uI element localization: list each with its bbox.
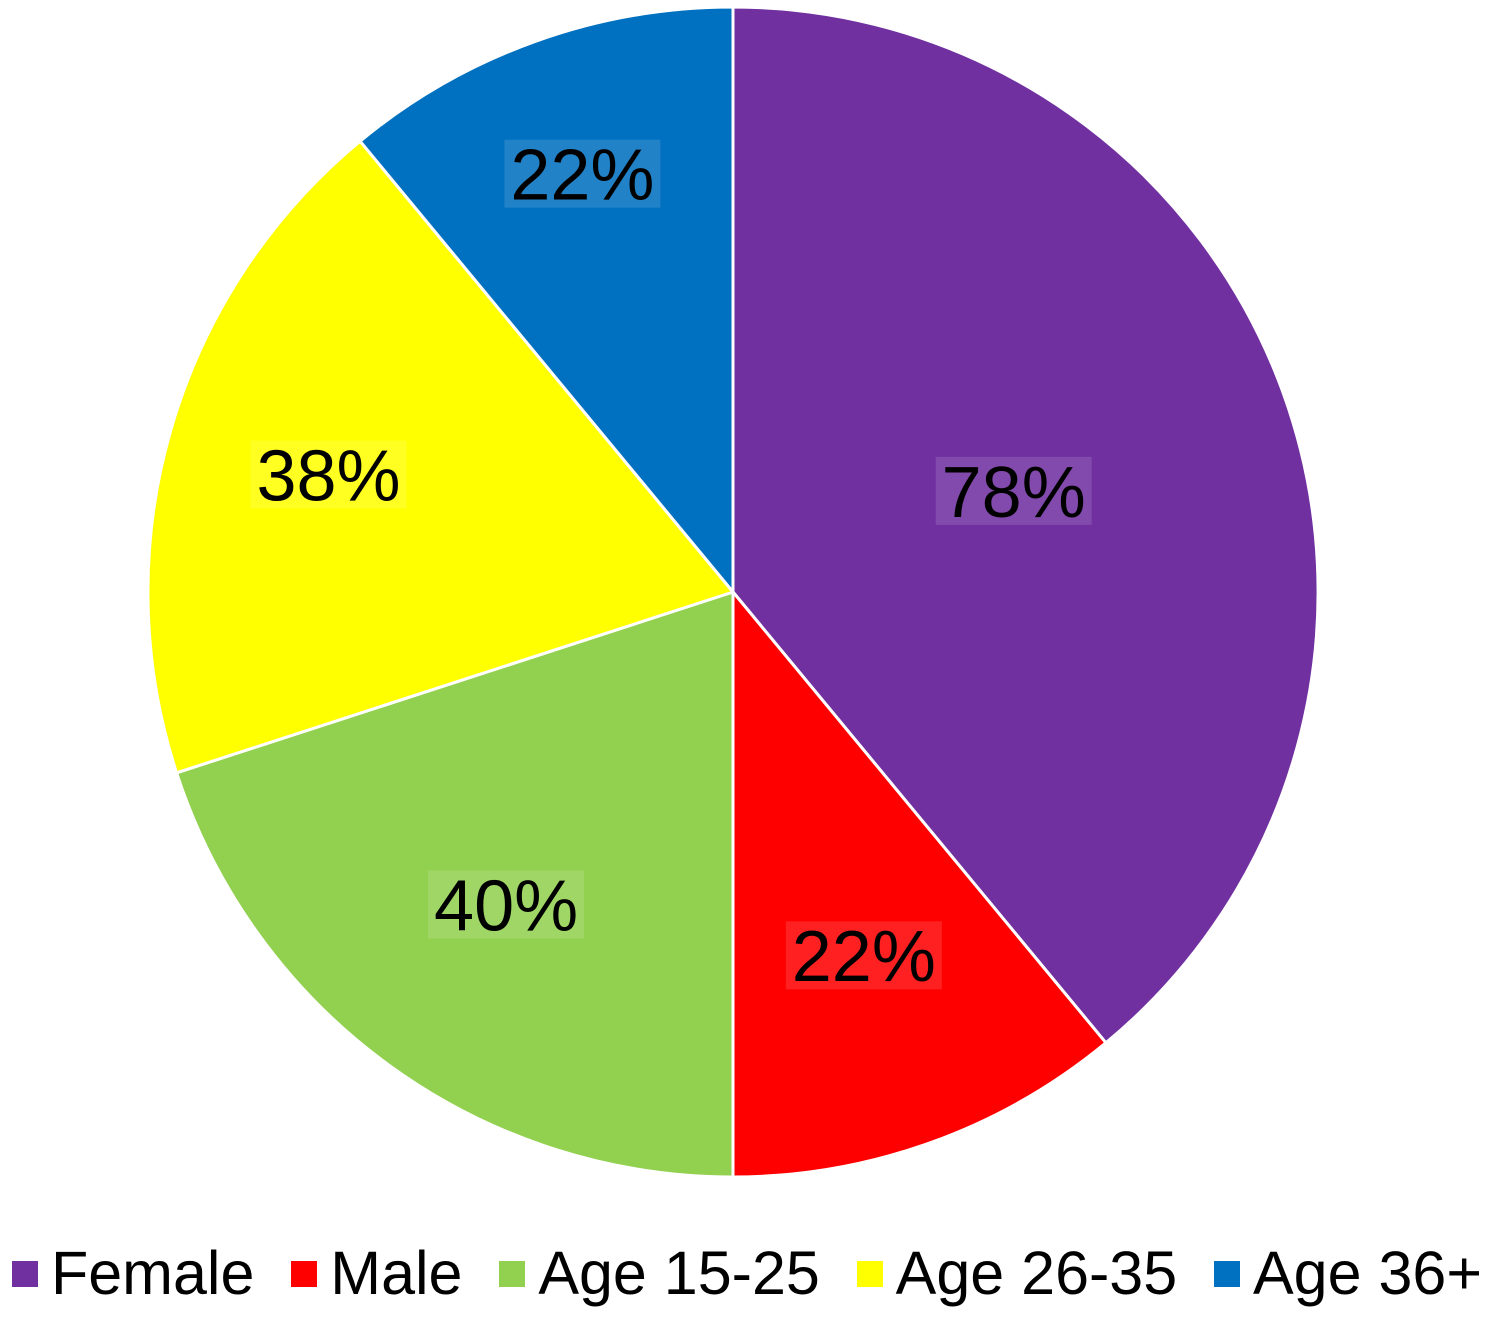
pie-slice-age-26-35 [146, 139, 735, 775]
pie-label-background [785, 921, 942, 990]
pie-label-background [935, 456, 1092, 525]
pie-slice-female [731, 5, 1320, 1045]
pie-label-background [504, 139, 661, 208]
legend: Female Male Age 15-25 Age 26-35 Age 36+ [12, 1239, 1482, 1307]
legend-color-swatch [856, 1260, 883, 1287]
pie-slice-label-age-26-35: 38% [256, 436, 400, 516]
legend-item-female: Female [12, 1239, 255, 1307]
pie-slice-age-36 [358, 5, 735, 594]
pie-label-background [250, 440, 407, 509]
pie-slice-label-male: 22% [792, 917, 936, 997]
legend-color-swatch [12, 1260, 38, 1287]
pie-label-background [428, 870, 585, 939]
pie-slice-label-age-15-25: 40% [434, 866, 578, 946]
legend-item-age-15-25: Age 15-25 [499, 1239, 820, 1307]
legend-label: Age 26-35 [895, 1239, 1178, 1307]
legend-label: Male [330, 1239, 463, 1307]
legend-item-age-26-35: Age 26-35 [856, 1239, 1178, 1307]
pie-slice-label-age-36: 22% [510, 136, 654, 216]
pie-slice-age-15-25 [175, 590, 735, 1179]
legend-label: Female [51, 1239, 255, 1307]
legend-color-swatch [291, 1260, 318, 1287]
legend-label: Age 36+ [1253, 1239, 1482, 1307]
legend-item-male: Male [291, 1239, 463, 1307]
legend-label: Age 15-25 [538, 1239, 820, 1307]
legend-color-swatch [499, 1260, 526, 1287]
pie-slice-male [731, 590, 1108, 1179]
pie-slice-label-female: 78% [942, 453, 1086, 533]
legend-color-swatch [1214, 1260, 1240, 1287]
legend-item-age-36: Age 36+ [1214, 1239, 1482, 1307]
